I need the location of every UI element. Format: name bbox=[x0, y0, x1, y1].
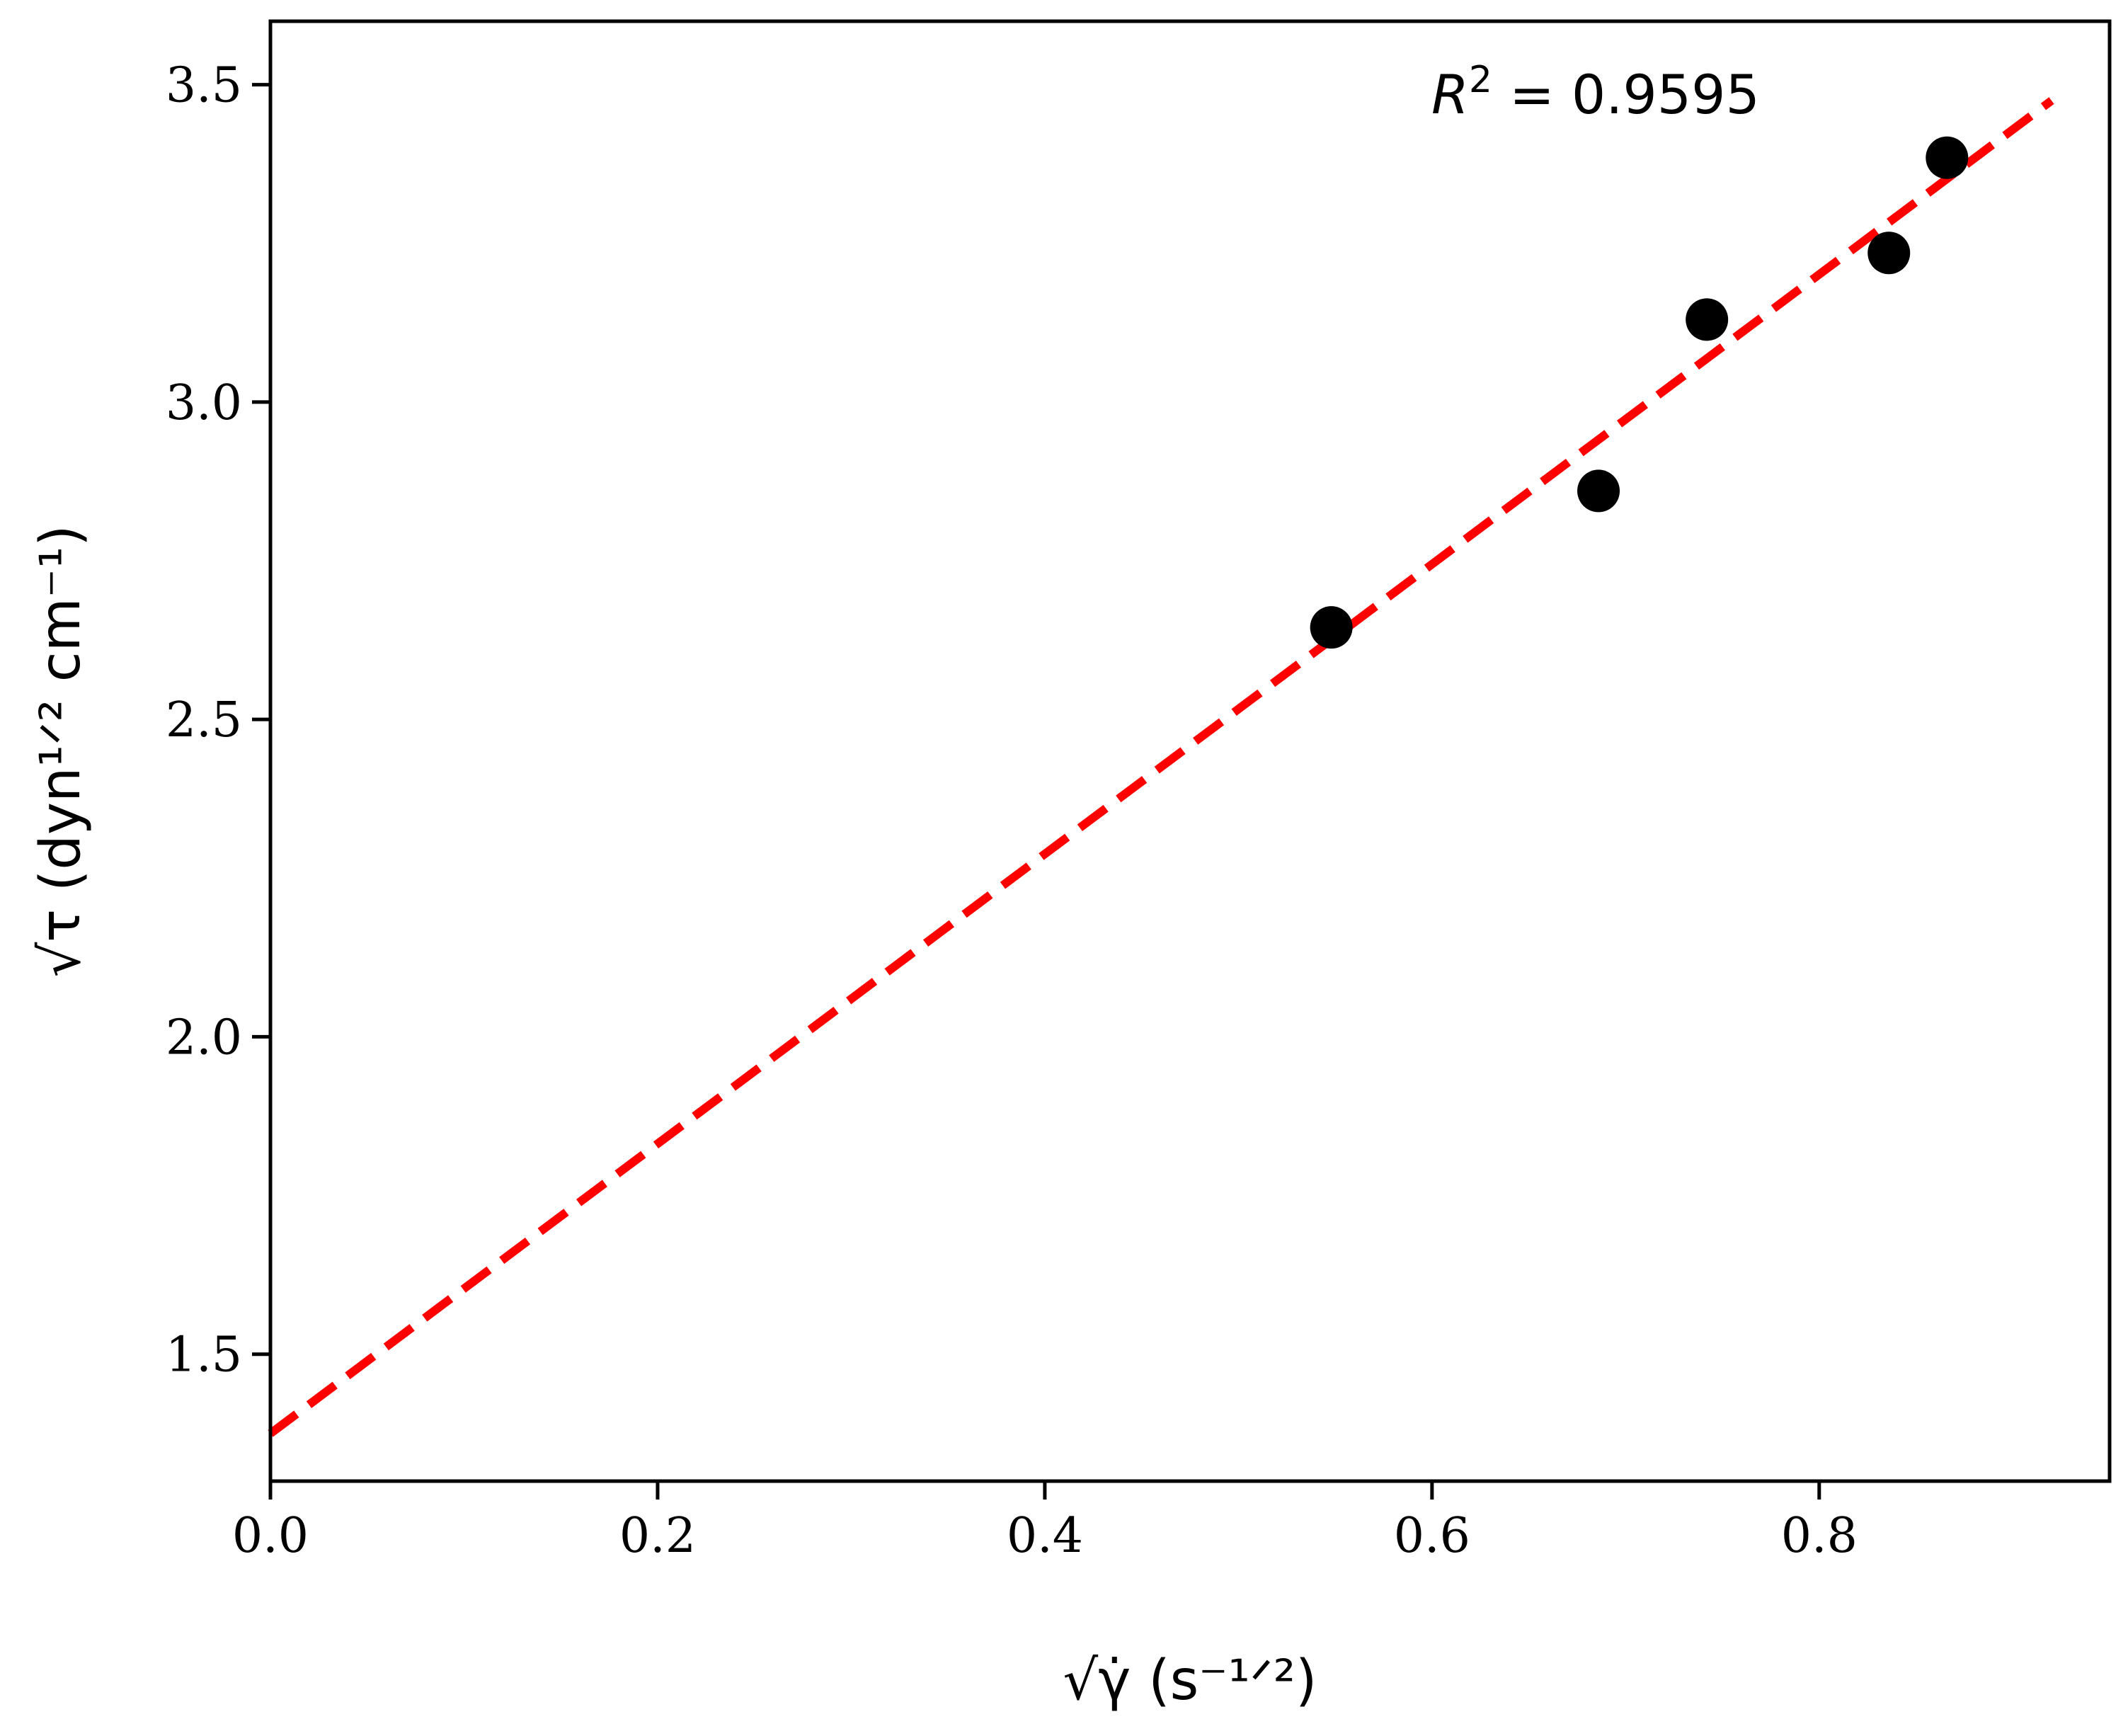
data-point bbox=[1686, 298, 1729, 341]
r-squared-value: = 0.9595 bbox=[1492, 63, 1760, 126]
y-axis-ticks: 1.5 2.0 2.5 3.0 3.5 bbox=[166, 58, 270, 1383]
x-tick-label: 0.2 bbox=[619, 1508, 696, 1564]
x-tick-label: 0.8 bbox=[1781, 1508, 1858, 1564]
y-tick-label: 3.5 bbox=[166, 58, 242, 114]
r-squared-symbol: R bbox=[1431, 63, 1469, 126]
data-point bbox=[1867, 232, 1911, 275]
x-tick-label: 0.0 bbox=[232, 1508, 309, 1564]
x-axis-ticks: 0.0 0.2 0.4 0.6 0.8 bbox=[232, 1481, 1858, 1564]
y-tick-label: 1.5 bbox=[166, 1327, 242, 1383]
r-squared-superscript: 2 bbox=[1469, 59, 1492, 101]
data-point bbox=[1310, 606, 1353, 649]
data-point bbox=[1577, 469, 1620, 513]
fit-line bbox=[268, 97, 2054, 1437]
data-point bbox=[1926, 136, 1969, 179]
y-tick-label: 2.5 bbox=[166, 692, 242, 748]
y-axis-label: √τ (dyn¹ᐟ² cm⁻¹) bbox=[29, 525, 93, 977]
y-tick-label: 2.0 bbox=[166, 1010, 242, 1066]
fit-line-layer bbox=[268, 97, 2054, 1437]
x-tick-label: 0.4 bbox=[1007, 1508, 1083, 1564]
y-tick-label: 3.0 bbox=[166, 375, 242, 431]
x-axis-label: √γ̇ (s⁻¹ᐟ²) bbox=[1063, 1649, 1317, 1713]
r-squared-annotation: R2 = 0.9595 bbox=[1431, 59, 1760, 126]
points-layer bbox=[1310, 136, 1969, 649]
x-tick-label: 0.6 bbox=[1394, 1508, 1470, 1564]
plot-frame bbox=[268, 19, 2112, 1483]
